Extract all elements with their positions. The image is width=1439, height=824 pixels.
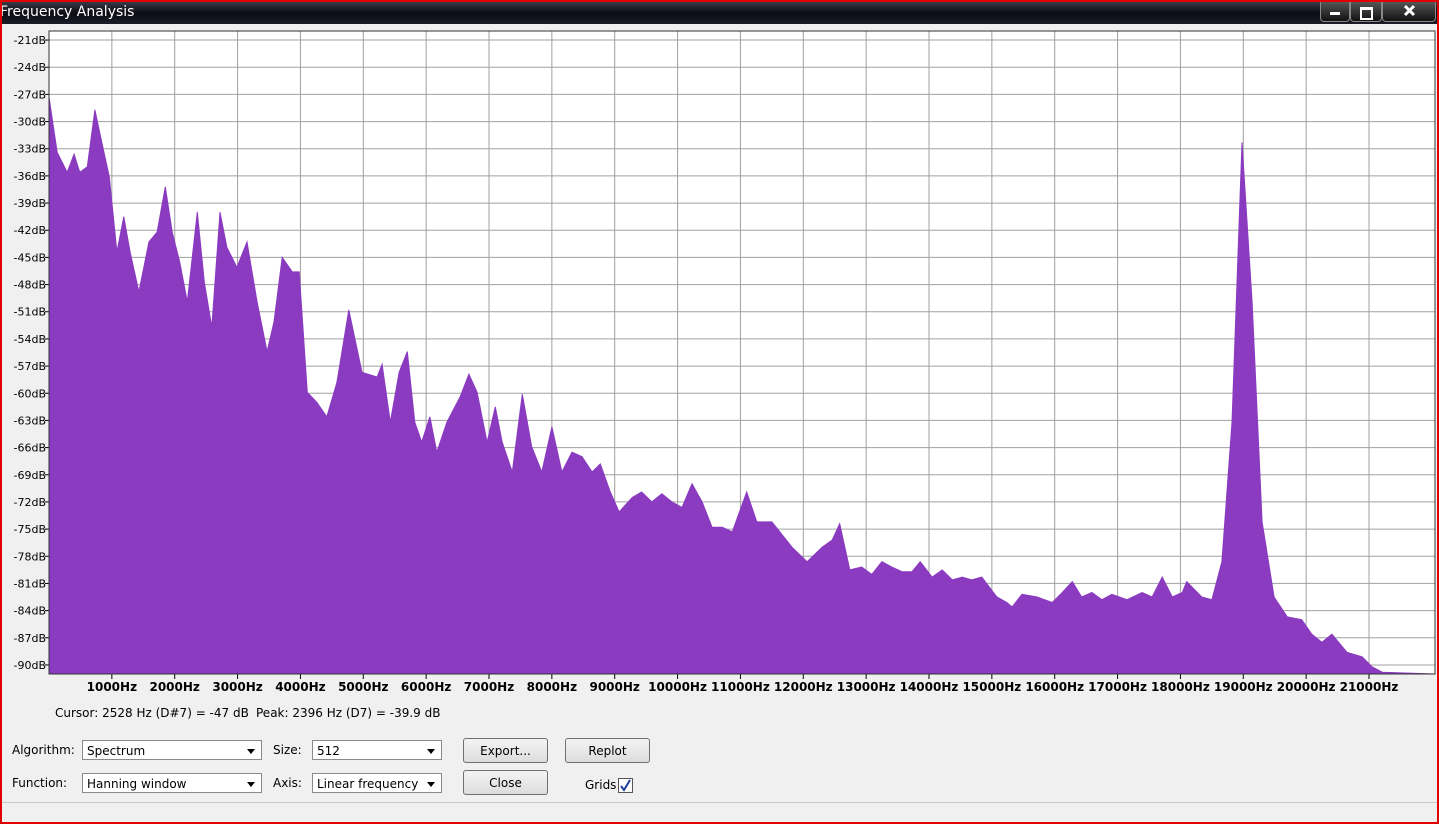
x-tick-label: 4000Hz — [275, 680, 325, 694]
x-tick-label: 16000Hz — [1025, 680, 1084, 694]
function-select[interactable]: Hanning window — [82, 773, 262, 793]
status-separator — [2, 802, 1437, 803]
check-mark — [620, 779, 631, 792]
x-tick-label: 8000Hz — [527, 680, 577, 694]
grids-label: Grids — [585, 778, 617, 792]
x-tick-label: 9000Hz — [589, 680, 639, 694]
y-tick-label: -66dB — [14, 442, 47, 455]
algorithm-select[interactable]: Spectrum — [82, 740, 262, 760]
x-tick-label: 20000Hz — [1277, 680, 1336, 694]
y-tick-label: -75dB — [14, 523, 47, 536]
y-tick-label: -87dB — [14, 632, 47, 645]
x-tick-label: 19000Hz — [1214, 680, 1273, 694]
cursor-readout: Cursor: 2528 Hz (D#7) = -47 dB — [55, 706, 249, 720]
y-tick-label: -54dB — [14, 333, 47, 346]
plot-frame — [48, 30, 1436, 675]
x-tick-label: 1000Hz — [87, 680, 137, 694]
x-tick-label: 7000Hz — [464, 680, 514, 694]
function-label: Function: — [12, 776, 68, 790]
close-icon — [1403, 4, 1416, 17]
x-tick-label: 10000Hz — [648, 680, 707, 694]
minimize-button[interactable] — [1320, 2, 1350, 22]
y-tick-label: -60dB — [14, 387, 47, 400]
x-tick-label: 13000Hz — [837, 680, 896, 694]
y-tick-label: -39dB — [14, 197, 47, 210]
x-tick-label: 21000Hz — [1340, 680, 1399, 694]
y-tick-label: -51dB — [14, 306, 47, 319]
close-window-button[interactable] — [1382, 2, 1436, 22]
y-tick-label: -72dB — [14, 496, 47, 509]
grids-checkbox[interactable] — [618, 778, 633, 793]
axis-select[interactable]: Linear frequency — [312, 773, 442, 793]
size-select[interactable]: 512 — [312, 740, 442, 760]
export-button[interactable]: Export... — [463, 738, 548, 763]
y-tick-label: -63dB — [14, 414, 47, 427]
x-tick-label: 14000Hz — [900, 680, 959, 694]
y-tick-label: -21dB — [14, 34, 47, 47]
window-title: Frequency Analysis — [0, 4, 135, 20]
y-tick-label: -84dB — [14, 605, 47, 618]
y-tick-label: -27dB — [14, 88, 47, 101]
algorithm-label: Algorithm: — [12, 743, 75, 757]
y-tick-label: -36dB — [14, 170, 47, 183]
x-tick-label: 2000Hz — [149, 680, 199, 694]
x-tick-label: 11000Hz — [711, 680, 770, 694]
y-tick-label: -33dB — [14, 143, 47, 156]
x-tick-label: 15000Hz — [962, 680, 1021, 694]
replot-button[interactable]: Replot — [565, 738, 650, 763]
close-button[interactable]: Close — [463, 770, 548, 795]
x-tick-label: 12000Hz — [774, 680, 833, 694]
title-bar: Frequency Analysis — [2, 2, 1437, 24]
size-label: Size: — [273, 743, 302, 757]
y-tick-label: -57dB — [14, 360, 47, 373]
y-tick-label: -42dB — [14, 224, 47, 237]
axis-label: Axis: — [273, 776, 302, 790]
y-tick-label: -90dB — [14, 659, 47, 672]
x-tick-label: 18000Hz — [1151, 680, 1210, 694]
spectrum-area — [48, 97, 1436, 675]
x-tick-label: 6000Hz — [401, 680, 451, 694]
peak-readout: Peak: 2396 Hz (D7) = -39.9 dB — [256, 706, 441, 720]
y-tick-label: -69dB — [14, 469, 47, 482]
spectrum-chart: -21dB -24dB -27dB -30dB -33dB -36dB -39dB -42dB… — [14, 30, 1436, 694]
y-tick-label: -45dB — [14, 251, 47, 264]
y-tick-label: -24dB — [14, 61, 47, 74]
y-tick-label: -48dB — [14, 279, 47, 292]
x-tick-label: 17000Hz — [1088, 680, 1147, 694]
y-tick-label: -30dB — [14, 116, 47, 129]
restore-button[interactable] — [1350, 2, 1382, 22]
x-tick-label: 3000Hz — [212, 680, 262, 694]
x-tick-label: 5000Hz — [338, 680, 388, 694]
y-tick-label: -81dB — [14, 577, 47, 590]
y-tick-label: -78dB — [14, 550, 47, 563]
